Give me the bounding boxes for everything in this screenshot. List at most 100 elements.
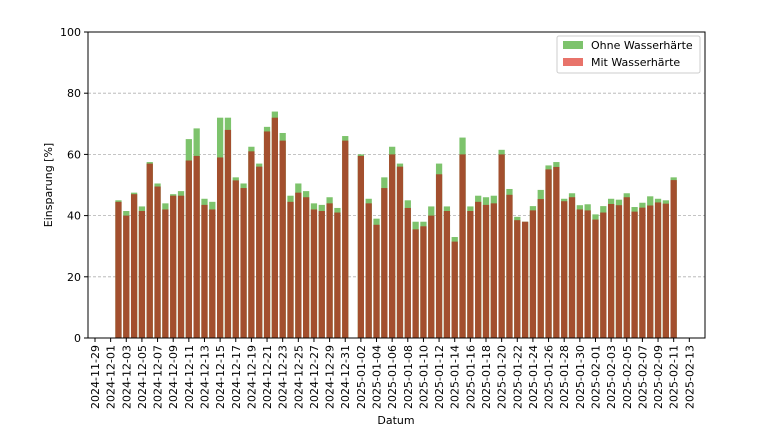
x-tick-label: 2025-01-24 [527, 345, 540, 409]
legend-box [556, 35, 701, 74]
x-tick-label: 2024-12-23 [277, 345, 290, 409]
x-tick-label: 2024-12-01 [105, 345, 118, 409]
x-tick-label: 2024-12-09 [167, 345, 180, 409]
bar-mit-wasserhaerte [443, 211, 451, 338]
bars [115, 111, 677, 339]
x-tick-label: 2024-11-29 [89, 345, 102, 409]
x-tick-label: 2024-12-03 [120, 345, 133, 409]
bar-mit-wasserhaerte [216, 157, 224, 338]
bar-mit-wasserhaerte [506, 194, 513, 338]
x-tick-label: 2025-01-30 [574, 345, 587, 409]
x-axis-label: Datum [377, 414, 414, 427]
bar-mit-wasserhaerte [130, 194, 138, 338]
x-tick-label: 2025-01-22 [511, 345, 524, 409]
bar-mit-wasserhaerte [209, 209, 216, 338]
bar-mit-wasserhaerte [154, 186, 161, 338]
bar-mit-wasserhaerte [373, 224, 380, 338]
bar-mit-wasserhaerte [224, 129, 232, 338]
bar-mit-wasserhaerte [631, 211, 638, 338]
y-tick-label: 40 [67, 210, 81, 223]
bar-mit-wasserhaerte [357, 155, 365, 338]
x-tick-label: 2025-01-18 [480, 345, 493, 409]
x-axis: 2024-11-29 2024-12-01 2024-12-03 2024-12-05… [89, 338, 696, 409]
legend: Ohne Wasserhärte Mit Wasserhärte [556, 35, 701, 74]
bar-mit-wasserhaerte [654, 202, 662, 338]
bar-mit-wasserhaerte [467, 211, 474, 338]
x-tick-label: 2025-01-10 [417, 345, 430, 409]
bar-mit-wasserhaerte [177, 195, 185, 338]
bar-mit-wasserhaerte [170, 195, 177, 338]
bar-mit-wasserhaerte [537, 199, 544, 338]
bar-mit-wasserhaerte [303, 197, 310, 338]
bar-mit-wasserhaerte [420, 226, 427, 338]
bar-mit-wasserhaerte [162, 209, 169, 338]
x-tick-label: 2025-02-01 [589, 345, 602, 409]
bar-mit-wasserhaerte [115, 201, 122, 338]
bar-mit-wasserhaerte [545, 169, 552, 338]
bar-mit-wasserhaerte [521, 221, 529, 338]
bar-mit-wasserhaerte [600, 212, 607, 338]
bar-mit-wasserhaerte [123, 215, 130, 338]
y-axis: 0 20 40 60 80 100 [60, 26, 88, 345]
x-tick-label: 2025-01-16 [464, 345, 477, 409]
x-tick-label: 2024-12-17 [230, 345, 243, 409]
x-tick-label: 2025-02-05 [621, 345, 634, 409]
plot-frame [87, 31, 706, 339]
bar-mit-wasserhaerte [146, 163, 153, 338]
x-tick-label: 2024-12-27 [308, 345, 321, 409]
x-tick-label: 2025-02-13 [683, 345, 696, 409]
x-tick-label: 2024-12-13 [198, 345, 211, 409]
bar-mit-wasserhaerte [428, 215, 435, 338]
bar-mit-wasserhaerte [459, 154, 466, 338]
y-tick-label: 80 [67, 87, 81, 100]
y-tick-label: 0 [74, 332, 81, 345]
x-tick-label: 2025-02-09 [652, 345, 665, 409]
bar-mit-wasserhaerte [615, 205, 623, 338]
x-tick-label: 2025-01-06 [386, 345, 399, 409]
bar-mit-wasserhaerte [412, 229, 419, 338]
bar-mit-wasserhaerte [381, 188, 388, 338]
bar-mit-wasserhaerte [271, 117, 278, 339]
x-tick-label: 2024-12-21 [261, 345, 274, 409]
bar-mit-wasserhaerte [662, 203, 669, 338]
x-tick-label: 2025-02-03 [605, 345, 618, 409]
x-tick-label: 2024-12-31 [339, 345, 352, 409]
bar-mit-wasserhaerte [185, 160, 192, 338]
x-tick-label: 2025-02-11 [668, 345, 681, 409]
x-tick-label: 2024-12-15 [214, 345, 227, 409]
bar-mit-wasserhaerte [404, 207, 411, 338]
x-tick-label: 2024-12-25 [292, 345, 305, 409]
bar-mit-wasserhaerte [475, 201, 482, 338]
bar-mit-wasserhaerte [295, 192, 302, 338]
legend-swatch-mit [563, 58, 583, 66]
bar-mit-wasserhaerte [389, 154, 396, 338]
bar-mit-wasserhaerte [263, 131, 271, 338]
bar-mit-wasserhaerte [576, 209, 583, 338]
bar-mit-wasserhaerte [193, 155, 200, 338]
x-tick-label: 2024-12-05 [136, 345, 149, 409]
bar-mit-wasserhaerte [639, 207, 646, 338]
legend-label-mit: Mit Wasserhärte [591, 56, 680, 69]
x-tick-label: 2025-01-02 [355, 345, 368, 409]
bar-mit-wasserhaerte [490, 203, 497, 338]
y-axis-label: Einsparung [%] [42, 143, 55, 227]
x-tick-label: 2025-01-08 [402, 345, 415, 409]
bar-mit-wasserhaerte [318, 211, 325, 338]
bar-mit-wasserhaerte [647, 205, 654, 338]
bar-mit-wasserhaerte [232, 180, 239, 338]
bar-mit-wasserhaerte [435, 174, 443, 338]
bar-mit-wasserhaerte [584, 210, 591, 338]
bar-mit-wasserhaerte [240, 188, 247, 338]
bar-mit-wasserhaerte [256, 166, 263, 338]
x-tick-label: 2025-01-04 [371, 345, 384, 409]
x-tick-label: 2025-01-20 [496, 345, 509, 409]
x-tick-label: 2025-02-07 [636, 345, 649, 409]
y-tick-label: 100 [60, 26, 81, 39]
x-tick-label: 2025-01-12 [433, 345, 446, 409]
bar-mit-wasserhaerte [514, 220, 521, 338]
x-tick-label: 2025-01-14 [449, 345, 462, 409]
y-tick-label: 20 [67, 271, 81, 284]
bar-mit-wasserhaerte [248, 151, 255, 338]
bar-mit-wasserhaerte [561, 201, 568, 338]
